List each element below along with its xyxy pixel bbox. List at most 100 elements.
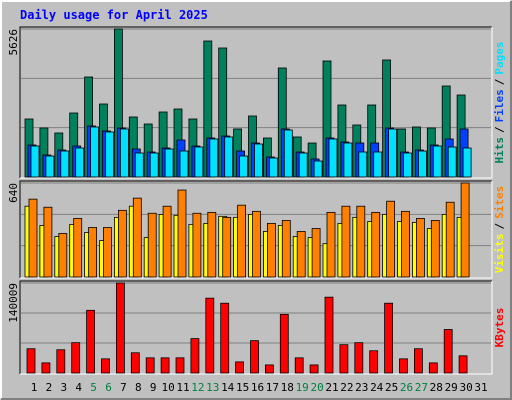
- x-tick-label: 15: [236, 381, 249, 394]
- bar: [324, 296, 334, 374]
- bar: [386, 200, 396, 278]
- bar: [298, 152, 308, 178]
- bar: [149, 152, 159, 178]
- bar: [132, 197, 142, 278]
- x-tick-label: 20: [310, 381, 323, 394]
- bar: [399, 358, 408, 374]
- bar: [192, 212, 202, 278]
- bar: [371, 211, 381, 278]
- bar: [296, 231, 306, 278]
- bar: [264, 364, 274, 374]
- x-tick-label: 29: [445, 381, 458, 394]
- legend-entry: Pages: [493, 42, 506, 75]
- legend-entry: Files: [493, 89, 506, 122]
- bar: [281, 220, 291, 278]
- bar: [116, 282, 125, 374]
- bar: [30, 145, 40, 178]
- bar: [356, 205, 366, 278]
- bar: [254, 143, 263, 178]
- bar: [134, 152, 144, 178]
- bar: [326, 211, 336, 278]
- x-tick-label: 13: [206, 381, 219, 394]
- bar: [309, 364, 319, 374]
- bar: [224, 136, 234, 178]
- x-tick-label: 18: [281, 381, 294, 394]
- bar: [222, 216, 232, 278]
- bar: [460, 182, 470, 278]
- bar: [26, 348, 36, 374]
- x-tick-label: 30: [459, 381, 472, 394]
- bar: [205, 297, 215, 374]
- bar: [145, 357, 155, 374]
- bar: [190, 338, 200, 374]
- x-tick-label: 14: [221, 381, 235, 394]
- bar: [415, 217, 425, 278]
- x-tick-label: 31: [474, 381, 487, 394]
- x-tick-label: 27: [415, 381, 428, 394]
- bar: [75, 147, 85, 178]
- bar: [164, 148, 174, 178]
- legend: Visits / Sites: [493, 186, 506, 274]
- legend-entry: Sites: [493, 186, 506, 219]
- bar: [235, 361, 245, 374]
- bar: [358, 151, 368, 178]
- bar: [252, 210, 261, 278]
- bar: [90, 126, 99, 178]
- bar: [462, 147, 472, 178]
- bar: [283, 129, 293, 178]
- bar: [28, 198, 38, 278]
- x-tick-label: 9: [150, 381, 157, 394]
- x-tick-label: 5: [90, 381, 97, 394]
- legend-separator: /: [493, 78, 506, 85]
- panel-border-light: [20, 27, 493, 179]
- bar: [103, 227, 112, 278]
- bar: [294, 357, 304, 374]
- bar: [179, 150, 189, 178]
- x-tick-label: 22: [340, 381, 353, 394]
- bar: [194, 146, 204, 178]
- bar: [73, 217, 83, 278]
- bar: [239, 155, 249, 178]
- bar: [209, 138, 219, 178]
- bar: [341, 205, 351, 278]
- x-tick-label: 16: [251, 381, 264, 394]
- x-tick-label: 10: [161, 381, 174, 394]
- bar: [130, 352, 140, 374]
- bar: [428, 362, 438, 374]
- x-tick-label: 28: [430, 381, 443, 394]
- bar: [56, 349, 66, 374]
- bar: [354, 342, 364, 374]
- bar: [147, 212, 157, 278]
- bar: [207, 211, 217, 278]
- x-tick-label: 7: [120, 381, 127, 394]
- panel-border-light: [20, 181, 493, 279]
- bar: [177, 189, 187, 278]
- legend-separator: /: [493, 223, 506, 230]
- bar: [432, 145, 442, 178]
- x-tick-label: 2: [46, 381, 53, 394]
- bar: [369, 350, 379, 374]
- x-tick-label: 24: [370, 381, 384, 394]
- x-tick-label: 23: [355, 381, 368, 394]
- bar: [43, 206, 53, 278]
- legend: KBytes: [493, 308, 506, 348]
- chart-title: Daily usage for April 2025: [20, 8, 208, 22]
- legend: Hits / Files / Pages: [493, 42, 506, 164]
- x-tick-label: 21: [325, 381, 338, 394]
- bar: [268, 157, 278, 178]
- bar: [175, 357, 185, 374]
- bar: [401, 210, 410, 278]
- bar: [105, 131, 114, 178]
- legend-entry: Visits: [493, 234, 506, 274]
- bar: [160, 357, 170, 374]
- bar: [86, 309, 95, 374]
- panel-border-dark: [19, 280, 492, 374]
- bar: [458, 355, 468, 374]
- bar: [343, 142, 353, 178]
- x-tick-label: 11: [176, 381, 189, 394]
- bar: [120, 128, 129, 178]
- panel-border-dark: [19, 26, 492, 178]
- bar: [413, 348, 423, 374]
